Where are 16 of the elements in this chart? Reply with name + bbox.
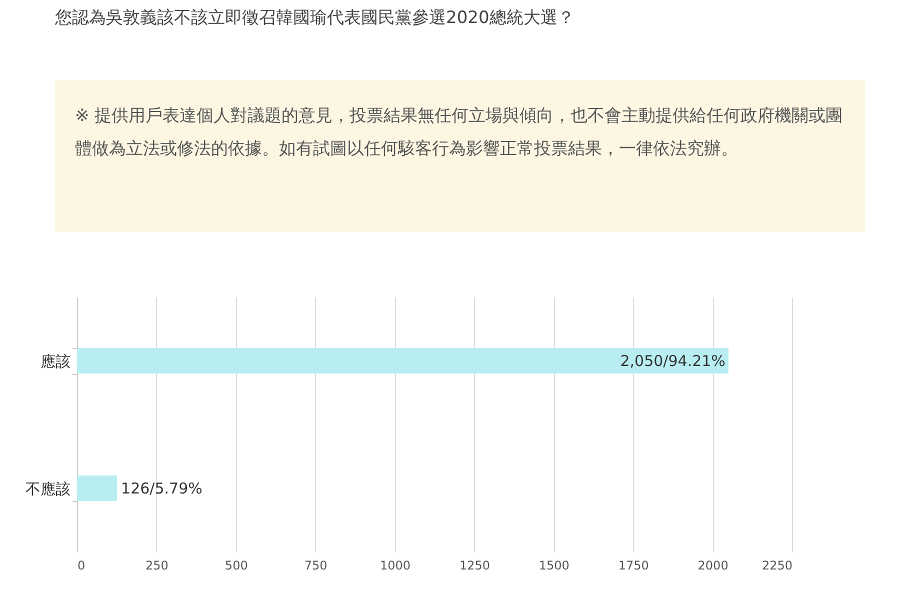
x-tick-label: 2000	[698, 558, 728, 572]
x-tick-label: 1000	[380, 558, 411, 572]
x-tick-label: 750	[304, 558, 328, 572]
data-label: 126/5.79%	[121, 479, 202, 498]
data-label: 2,050/94.21%	[620, 352, 726, 370]
x-tick-label: 1750	[618, 558, 649, 572]
chart-title: 您認為吳敦義該不該立即徵召韓國瑜代表國民黨參選2020總統大選？	[55, 7, 574, 29]
x-tick-label: 250	[145, 558, 168, 572]
x-tick-label: 1500	[538, 558, 570, 572]
x-tick-label: 2250	[762, 558, 792, 572]
x-tick-label: 1250	[459, 558, 490, 572]
x-tick-label: 500	[224, 558, 248, 572]
y-tick-label: 不應該	[26, 480, 70, 498]
text: ※ 提供用戶表達個人對議題的意見，投票結果無任何立場與傾向，也不會主動提供給任何政府機關或團體做為立法或修法的依據。如有試圖以任何駭客行為影響正常投票結果，一律依法究辦。	[55, 80, 865, 232]
y-tick-label: 應該	[40, 352, 70, 370]
x-tick-label: 0	[78, 558, 86, 572]
